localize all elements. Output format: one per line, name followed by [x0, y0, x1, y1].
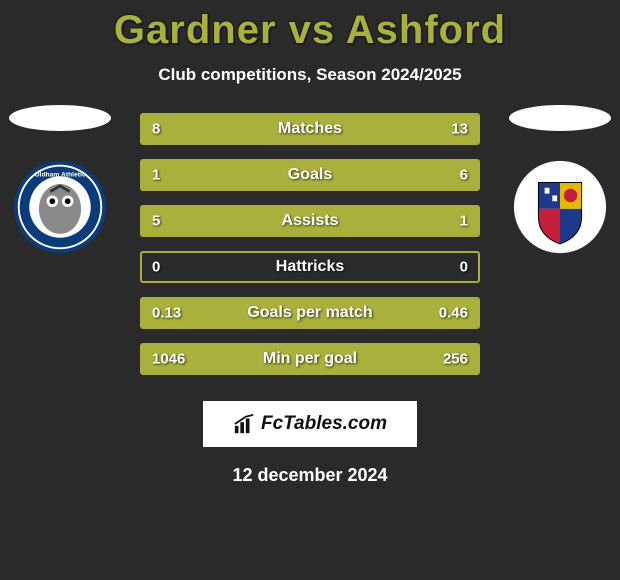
owl-pupil-left	[49, 198, 55, 204]
stats-container: 8 13 Matches 1 6 Goals 5 1 Assists 0 0 Hattricks 0.1…	[140, 113, 480, 375]
stat-value-left: 8	[152, 121, 160, 138]
stat-row: 5 1 Assists	[140, 205, 480, 237]
stat-value-left: 1046	[152, 351, 185, 368]
subtitle: Club competitions, Season 2024/2025	[0, 65, 620, 85]
right-club-crest	[512, 159, 608, 255]
stat-row: 8 13 Matches	[140, 113, 480, 145]
stat-row: 1046 256 Min per goal	[140, 343, 480, 375]
stat-value-right: 6	[460, 167, 468, 184]
shield-ball	[564, 189, 577, 202]
stat-label: Goals	[288, 166, 332, 184]
date-text: 12 december 2024	[0, 465, 620, 486]
stat-value-left: 5	[152, 213, 160, 230]
shield-detail-1	[545, 188, 550, 194]
page-title: Gardner vs Ashford	[0, 0, 620, 53]
stat-row: 0 0 Hattricks	[140, 251, 480, 283]
right-player-ellipse	[509, 105, 611, 131]
fctables-logo-box: FcTables.com	[203, 401, 417, 447]
left-club-crest: Oldham Athletic	[12, 159, 108, 255]
stat-label: Hattricks	[276, 258, 344, 276]
stat-fill-right	[421, 207, 478, 235]
stat-label: Matches	[278, 120, 342, 138]
right-player-col	[500, 105, 620, 255]
stat-value-right: 256	[443, 351, 468, 368]
left-crest-svg: Oldham Athletic	[12, 159, 108, 255]
right-crest-svg	[512, 159, 608, 255]
stat-row: 0.13 0.46 Goals per match	[140, 297, 480, 329]
fctables-logo-text: FcTables.com	[261, 413, 387, 435]
chart-icon	[233, 413, 255, 435]
stat-value-right: 13	[451, 121, 468, 138]
left-player-col: Oldham Athletic	[0, 105, 120, 255]
stat-fill-left	[142, 115, 270, 143]
stat-row: 1 6 Goals	[140, 159, 480, 191]
stat-value-left: 1	[152, 167, 160, 184]
owl-body	[39, 184, 81, 234]
owl-pupil-right	[65, 198, 71, 204]
stat-label: Min per goal	[263, 350, 357, 368]
stat-value-right: 1	[460, 213, 468, 230]
comparison-area: Oldham Athletic 8 13 Matches 1 6 Goals 5 1 Assis…	[0, 113, 620, 375]
stat-value-right: 0	[460, 259, 468, 276]
stat-value-right: 0.46	[439, 305, 468, 322]
stat-fill-right	[189, 161, 478, 189]
crest-text-top: Oldham Athletic	[34, 171, 86, 178]
stat-label: Assists	[282, 212, 339, 230]
stat-label: Goals per match	[247, 304, 372, 322]
stat-value-left: 0	[152, 259, 160, 276]
stat-value-left: 0.13	[152, 305, 181, 322]
left-player-ellipse	[9, 105, 111, 131]
stat-fill-left	[142, 161, 189, 189]
shield-detail-2	[552, 195, 557, 201]
